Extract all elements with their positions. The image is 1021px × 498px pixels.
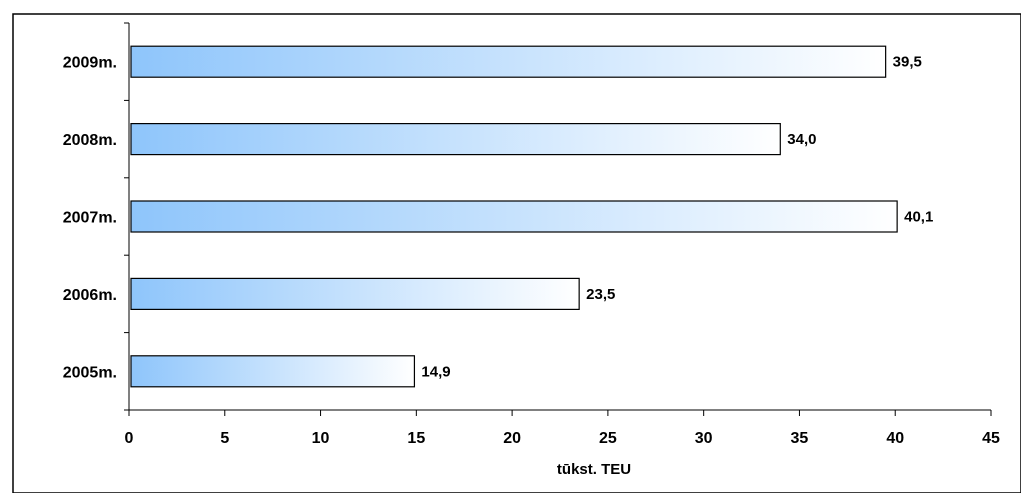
x-tick-label: 15 <box>407 430 425 447</box>
bar-value-label: 23,5 <box>586 286 615 303</box>
bar <box>130 122 781 156</box>
x-tick-label: 25 <box>599 430 617 447</box>
x-tick-label: 20 <box>503 430 521 447</box>
bar-value-label: 34,0 <box>787 131 816 148</box>
bar <box>130 200 898 233</box>
plot-area: 0 5 10 15 20 25 30 35 40 45 2009m. 39,5 2008m. 34,0 20… <box>63 22 1000 447</box>
x-tick-label: 5 <box>220 430 229 447</box>
y-category-label: 2005m. <box>63 364 117 381</box>
x-tick-label: 45 <box>982 430 1000 447</box>
x-tick-label: 40 <box>886 430 904 447</box>
y-category-label: 2009m. <box>63 55 117 72</box>
chart-frame <box>12 13 1021 494</box>
x-tick-label: 0 <box>125 430 134 447</box>
y-category-label: 2007m. <box>63 210 117 227</box>
bar <box>130 277 580 310</box>
bar <box>130 355 416 388</box>
y-category-label: 2008m. <box>63 132 117 149</box>
y-category-label: 2006m. <box>63 287 117 304</box>
x-tick-label: 30 <box>695 430 713 447</box>
bar-value-label: 14,9 <box>421 363 450 380</box>
bar <box>130 45 887 78</box>
bar-value-label: 39,5 <box>893 54 922 71</box>
x-axis-title: tūkst. TEU <box>557 461 631 478</box>
x-tick-label: 10 <box>312 430 330 447</box>
x-tick-label: 35 <box>791 430 809 447</box>
bar-value-label: 40,1 <box>904 209 933 226</box>
